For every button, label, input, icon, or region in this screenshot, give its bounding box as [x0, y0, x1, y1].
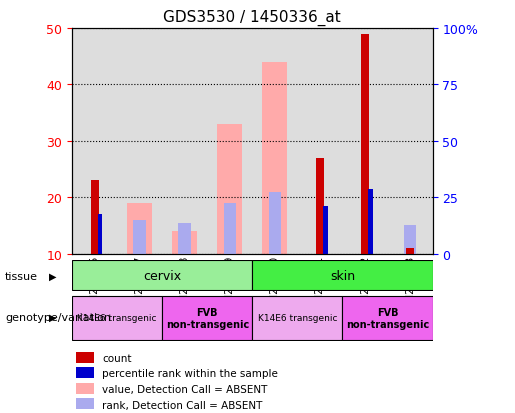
FancyBboxPatch shape — [72, 296, 162, 340]
Bar — [76, 352, 94, 363]
Bar — [98, 215, 102, 254]
Bar — [263, 63, 287, 254]
Text: FVB
non-transgenic: FVB non-transgenic — [346, 307, 429, 329]
Bar — [91, 181, 99, 254]
Bar — [72, 29, 117, 254]
Text: tissue: tissue — [5, 271, 38, 281]
Bar — [162, 29, 207, 254]
Text: value, Detection Call = ABSENT: value, Detection Call = ABSENT — [102, 384, 268, 394]
Text: genotype/variation: genotype/variation — [5, 312, 111, 322]
FancyBboxPatch shape — [342, 296, 433, 340]
FancyBboxPatch shape — [72, 261, 252, 291]
Text: FVB
non-transgenic: FVB non-transgenic — [166, 307, 249, 329]
Bar — [76, 368, 94, 378]
Text: rank, Detection Call = ABSENT: rank, Detection Call = ABSENT — [102, 399, 263, 410]
Bar — [127, 203, 152, 254]
FancyBboxPatch shape — [162, 296, 252, 340]
Title: GDS3530 / 1450336_at: GDS3530 / 1450336_at — [163, 10, 341, 26]
Bar — [224, 203, 236, 254]
Bar — [361, 35, 369, 254]
Bar — [217, 125, 242, 254]
Bar — [406, 248, 414, 254]
FancyBboxPatch shape — [252, 296, 342, 340]
Text: K14E6 transgenic: K14E6 transgenic — [258, 313, 337, 323]
Text: skin: skin — [330, 269, 355, 282]
Bar — [342, 29, 387, 254]
Text: cervix: cervix — [143, 269, 181, 282]
Bar — [178, 223, 191, 254]
Text: K14E6 transgenic: K14E6 transgenic — [77, 313, 157, 323]
Bar — [207, 29, 252, 254]
Text: ▶: ▶ — [49, 271, 57, 281]
Bar — [173, 231, 197, 254]
Bar — [268, 192, 281, 254]
Bar — [252, 29, 297, 254]
Bar — [368, 189, 373, 254]
Bar — [316, 158, 324, 254]
Bar — [404, 226, 416, 254]
Text: ▶: ▶ — [49, 312, 57, 322]
Text: count: count — [102, 353, 132, 363]
Bar — [76, 398, 94, 410]
Text: percentile rank within the sample: percentile rank within the sample — [102, 368, 278, 379]
Bar — [387, 29, 433, 254]
Bar — [76, 383, 94, 394]
Bar — [133, 220, 146, 254]
Bar — [297, 29, 342, 254]
Bar — [323, 206, 328, 254]
Bar — [117, 29, 162, 254]
FancyBboxPatch shape — [252, 261, 433, 291]
